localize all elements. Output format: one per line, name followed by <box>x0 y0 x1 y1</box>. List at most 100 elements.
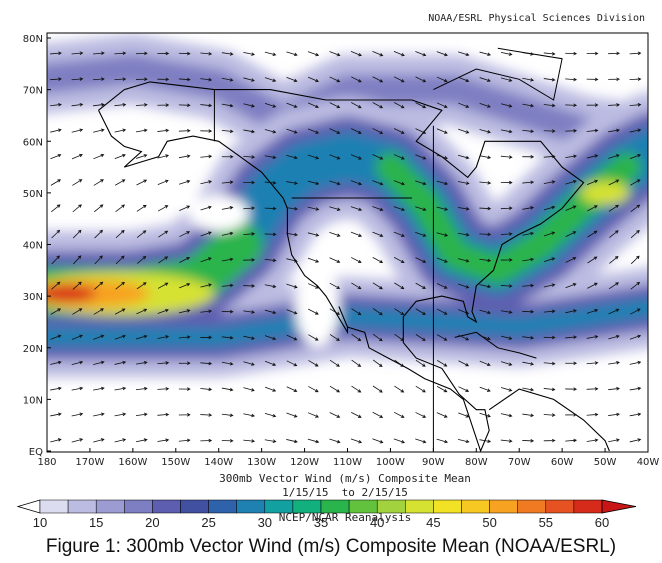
wind-arrow <box>479 232 492 237</box>
wind-arrow <box>135 128 148 133</box>
wind-arrow <box>157 103 170 107</box>
wind-arrow <box>586 77 599 82</box>
wind-arrow <box>200 257 212 263</box>
wind-arrow <box>93 128 105 133</box>
wind-arrow <box>51 229 61 239</box>
colorbar-label: 45 <box>426 515 440 530</box>
wind-arrow <box>94 229 104 239</box>
wind-arrow <box>608 282 619 290</box>
wind-arrow <box>286 102 298 108</box>
wind-arrow <box>565 129 578 133</box>
wind-arrow <box>179 179 191 185</box>
wind-arrow <box>543 154 556 159</box>
x-tick-label: 90W <box>422 457 445 468</box>
wind-arrow <box>586 128 599 133</box>
wind-arrow <box>221 77 234 82</box>
wind-arrow <box>350 438 363 444</box>
x-tick-label: 80W <box>465 457 488 468</box>
wind-arrow <box>200 51 213 56</box>
wind-arrow <box>608 334 620 340</box>
wind-arrow <box>522 231 535 236</box>
wind-arrow <box>71 77 84 81</box>
colorbar-label: 35 <box>314 515 328 530</box>
wind-arrow <box>415 308 426 315</box>
wind-arrow <box>200 335 213 340</box>
x-tick-label: 70W <box>508 457 531 468</box>
wind-arrow <box>586 179 599 185</box>
wind-arrow <box>630 255 640 265</box>
wind-arrow <box>243 232 256 236</box>
wind-arrow <box>372 308 383 316</box>
wind-arrow <box>565 387 578 391</box>
wind-arrow <box>286 51 298 57</box>
x-tick-label: 180 <box>37 457 56 468</box>
wind-arrow <box>135 360 148 365</box>
wind-arrow <box>71 412 84 417</box>
wind-arrow <box>221 361 234 366</box>
wind-arrow <box>479 181 492 185</box>
wind-arrow <box>307 206 320 211</box>
wind-arrow <box>350 154 362 160</box>
wind-arrow <box>351 308 362 316</box>
wind-arrow <box>71 153 83 160</box>
wind-arrow <box>243 361 255 366</box>
wind-arrow <box>565 179 577 185</box>
calm <box>295 266 340 347</box>
wind-arrow <box>243 258 256 262</box>
wind-arrow <box>500 103 513 108</box>
wind-arrow <box>543 180 556 185</box>
colorbar-label: 20 <box>145 515 159 530</box>
wind-arrow <box>350 76 362 83</box>
wind-arrow <box>114 51 127 56</box>
wind-arrow <box>565 154 577 159</box>
wind-arrow <box>393 206 406 212</box>
wind-arrow <box>221 257 234 262</box>
wind-arrow <box>393 128 405 134</box>
wind-arrow <box>158 230 169 238</box>
wind-arrow <box>200 205 212 211</box>
wind-arrow <box>329 102 341 109</box>
wind-arrow <box>436 128 448 134</box>
wind-arrow <box>372 359 383 368</box>
wind-arrow <box>329 412 341 418</box>
wind-arrow <box>243 103 255 108</box>
x-tick-label: 110W <box>333 457 362 468</box>
wind-arrow <box>586 412 599 417</box>
wind-arrow <box>500 439 513 443</box>
wind-arrow <box>543 438 556 443</box>
wind-arrow <box>264 103 277 108</box>
wind-arrow <box>608 204 619 212</box>
y-tick-label: 10N <box>23 395 43 406</box>
wind-arrow <box>179 205 191 211</box>
wind-arrow <box>307 283 319 289</box>
wind-arrow <box>436 308 448 315</box>
wind-arrow <box>286 412 298 418</box>
wind-arrow <box>500 258 513 262</box>
wind-arrow <box>243 284 256 288</box>
wind-arrow <box>92 77 105 81</box>
wind-arrow <box>308 334 319 341</box>
wind-arrow <box>50 102 62 107</box>
wind-arrow <box>114 179 126 186</box>
wind-arrow <box>586 51 599 56</box>
y-tick-label: 50N <box>23 189 43 200</box>
wind-arrow <box>264 206 277 211</box>
wind-arrow <box>71 51 84 55</box>
credit: NOAA/ESRL Physical Sciences Division <box>428 13 645 24</box>
wind-arrow <box>200 361 213 366</box>
wind-arrow <box>565 103 578 108</box>
wind-arrow <box>114 334 126 340</box>
wind-arrow <box>72 179 83 186</box>
wind-arrow <box>93 153 105 160</box>
wind-arrow <box>457 207 470 211</box>
wind-arrow <box>565 231 577 237</box>
wind-arrow <box>178 51 191 56</box>
wind-arrow <box>114 128 127 133</box>
wind-arrow <box>329 232 341 237</box>
colorbar-box <box>433 499 462 514</box>
wind-arrow <box>393 51 405 57</box>
wind-arrow <box>200 387 213 392</box>
wind-arrow <box>394 359 405 367</box>
wind-arrow <box>372 411 384 418</box>
plot-title: 300mb Vector Wind (m/s) Composite Mean <box>219 472 471 485</box>
